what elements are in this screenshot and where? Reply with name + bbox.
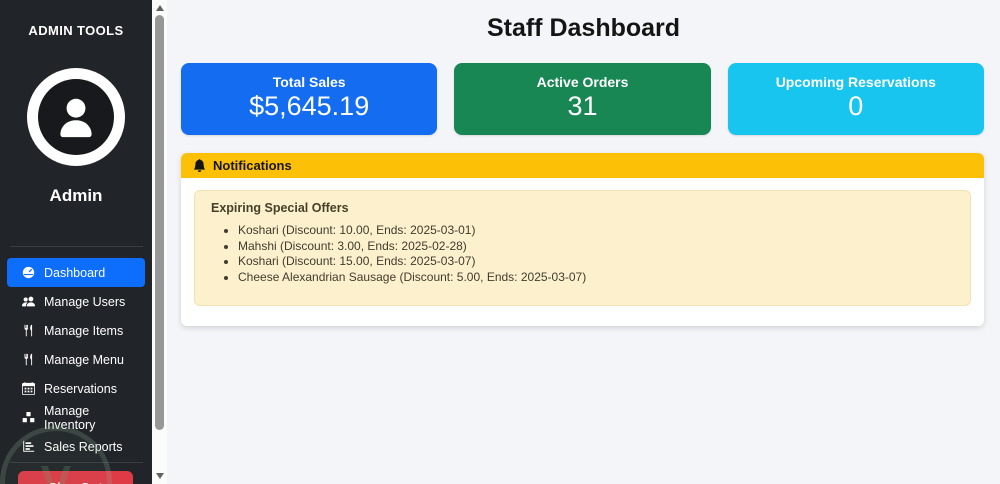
sidebar-item-label: Manage Items bbox=[44, 323, 124, 338]
scroll-down-arrow-icon[interactable] bbox=[155, 473, 164, 479]
sidebar-item-manage-menu[interactable]: Manage Menu bbox=[10, 345, 143, 374]
utensils-icon bbox=[21, 353, 35, 367]
sidebar: ADMIN TOOLS Admin Dashboard bbox=[0, 0, 152, 484]
page-title: Staff Dashboard bbox=[486, 14, 681, 42]
total-sales-card: Total Sales $5,645.19 bbox=[181, 63, 438, 135]
stat-label: Active Orders bbox=[536, 74, 629, 90]
stat-value: $5,645.19 bbox=[249, 91, 370, 121]
sidebar-divider bbox=[10, 462, 143, 463]
sidebar-nav: Dashboard Manage Users Manage Items Mana… bbox=[7, 246, 145, 461]
sidebar-item-label: Sales Reports bbox=[44, 439, 123, 454]
stat-cards-row: Total Sales $5,645.19 Active Orders 31 U… bbox=[181, 63, 984, 135]
sidebar-item-label: Manage Users bbox=[44, 294, 126, 309]
sidebar-brand: ADMIN TOOLS bbox=[28, 23, 124, 38]
sidebar-item-label: Manage Inventory bbox=[44, 403, 96, 432]
user-name: Admin bbox=[49, 186, 103, 205]
sidebar-item-dashboard[interactable]: Dashboard bbox=[7, 258, 145, 287]
stat-label: Total Sales bbox=[272, 74, 346, 90]
upcoming-reservations-card: Upcoming Reservations 0 bbox=[727, 63, 984, 135]
boxes-icon bbox=[21, 411, 35, 425]
sidebar-scrollbar[interactable] bbox=[152, 0, 167, 484]
bar-chart-icon bbox=[21, 440, 35, 454]
sidebar-item-label: Reservations bbox=[44, 381, 117, 396]
alert-title: Expiring Special Offers bbox=[211, 201, 349, 215]
sidebar-item-manage-inventory[interactable]: Manage Inventory bbox=[10, 403, 143, 432]
sidebar-item-label: Manage Menu bbox=[44, 352, 124, 367]
stat-value: 0 bbox=[848, 91, 864, 121]
users-icon bbox=[21, 295, 35, 309]
offer-item: Koshari (Discount: 10.00, Ends: 2025-03-… bbox=[238, 223, 954, 239]
scrollbar-thumb[interactable] bbox=[155, 15, 164, 430]
main-content: Staff Dashboard Total Sales $5,645.19 Ac… bbox=[167, 0, 1000, 484]
utensils-icon bbox=[21, 324, 35, 338]
stat-label: Upcoming Reservations bbox=[775, 74, 936, 90]
expiring-offers-alert: Expiring Special Offers Koshari (Discoun… bbox=[194, 190, 971, 306]
sidebar-item-manage-items[interactable]: Manage Items bbox=[10, 316, 143, 345]
avatar bbox=[27, 68, 125, 166]
speedometer-icon bbox=[21, 266, 35, 280]
offer-item: Cheese Alexandrian Sausage (Discount: 5.… bbox=[238, 270, 954, 286]
notifications-body: Expiring Special Offers Koshari (Discoun… bbox=[181, 178, 984, 326]
calendar-icon bbox=[21, 382, 35, 396]
user-circle-icon bbox=[38, 79, 114, 155]
active-orders-card: Active Orders 31 bbox=[454, 63, 711, 135]
notifications-header: Notifications bbox=[181, 153, 984, 178]
offer-item: Koshari (Discount: 15.00, Ends: 2025-03-… bbox=[238, 254, 954, 270]
scroll-up-arrow-icon[interactable] bbox=[155, 5, 164, 11]
sidebar-item-sales-reports[interactable]: Sales Reports bbox=[10, 432, 143, 461]
sidebar-item-manage-users[interactable]: Manage Users bbox=[10, 287, 143, 316]
sidebar-item-reservations[interactable]: Reservations bbox=[10, 374, 143, 403]
notifications-panel: Notifications Expiring Special Offers Ko… bbox=[181, 153, 984, 326]
stat-value: 31 bbox=[567, 91, 598, 121]
sidebar-item-label: Dashboard bbox=[44, 265, 106, 280]
bell-icon bbox=[193, 159, 206, 172]
sign-out-button[interactable]: Sign Out bbox=[18, 471, 133, 484]
expiring-offers-list: Koshari (Discount: 10.00, Ends: 2025-03-… bbox=[222, 223, 954, 285]
offer-item: Mahshi (Discount: 3.00, Ends: 2025-02-28… bbox=[238, 239, 954, 255]
notifications-header-label: Notifications bbox=[213, 158, 292, 173]
